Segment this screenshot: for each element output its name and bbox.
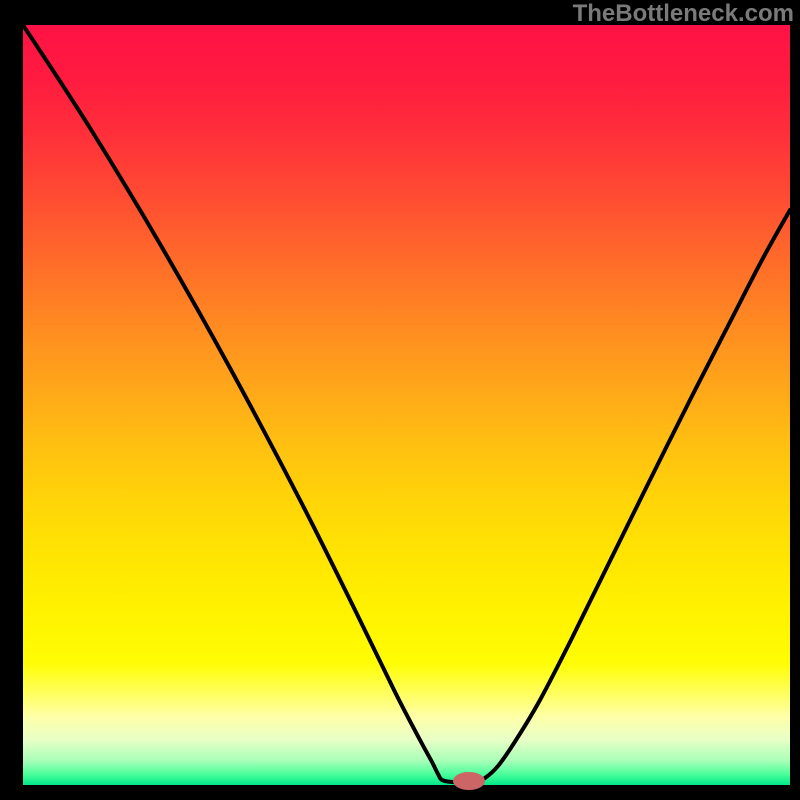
- bottleneck-curve: [0, 0, 800, 800]
- optimal-point-marker: [453, 772, 485, 790]
- watermark-text: TheBottleneck.com: [573, 0, 794, 28]
- chart-container: TheBottleneck.com: [0, 0, 800, 800]
